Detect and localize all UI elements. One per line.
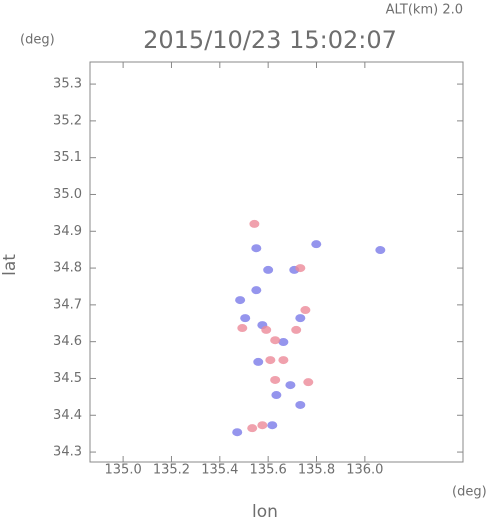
radar-echo (270, 375, 281, 384)
y-tick-label: 34.9 (53, 224, 82, 239)
y-tick-label: 34.5 (53, 371, 82, 386)
radar-echo (232, 428, 243, 437)
x-tick-label: 135.4 (201, 463, 238, 478)
radar-echo (291, 325, 302, 334)
radar-echo (300, 306, 311, 315)
y-tick-label: 35.3 (53, 77, 82, 92)
chart-title: 2015/10/23 15:02:07 (143, 26, 397, 54)
y-tick-label: 35.0 (53, 187, 82, 202)
altitude-label: ALT(km) 2.0 (386, 3, 463, 18)
radar-echo (249, 219, 260, 228)
y-tick-label: 34.3 (53, 445, 82, 460)
y-tick-label: 35.2 (53, 113, 82, 128)
y-tick-label: 34.4 (53, 408, 82, 423)
radar-echo (278, 356, 289, 365)
radar-echo (261, 325, 272, 334)
x-tick-label: 135.8 (298, 463, 335, 478)
y-tick-label: 34.6 (53, 334, 82, 349)
radar-echo (295, 314, 306, 323)
y-tick-label: 34.8 (53, 261, 82, 276)
radar-echo (295, 400, 306, 409)
radar-echo (375, 246, 386, 255)
radar-echo (235, 296, 246, 305)
radar-echo (247, 424, 258, 433)
radar-echo (295, 264, 306, 273)
radar-echo (263, 265, 274, 274)
x-unit: (deg) (452, 485, 487, 500)
radar-echo (303, 378, 314, 387)
x-tick-label: 136.0 (346, 463, 383, 478)
x-tick-label: 135.2 (153, 463, 190, 478)
radar-echo (278, 338, 289, 347)
radar-echo (285, 381, 296, 390)
radar-echo (257, 421, 268, 430)
radar-echo (240, 314, 251, 323)
radar-echo (311, 240, 322, 249)
y-axis-label: lat (0, 254, 20, 276)
plot-frame (89, 61, 464, 463)
y-tick-label: 34.7 (53, 297, 82, 312)
x-axis-label: lon (252, 502, 278, 521)
radar-echo (271, 391, 282, 400)
radar-echo (267, 421, 278, 430)
x-tick-label: 135.0 (105, 463, 142, 478)
x-tick-label: 135.6 (250, 463, 287, 478)
radar-echo (265, 356, 276, 365)
y-unit: (deg) (20, 33, 55, 48)
radar-echo (237, 324, 248, 333)
radar-echo (270, 336, 281, 345)
radar-echo (251, 286, 262, 295)
radar-echo (251, 244, 262, 253)
radar-echo (253, 357, 264, 366)
y-tick-label: 35.1 (53, 150, 82, 165)
